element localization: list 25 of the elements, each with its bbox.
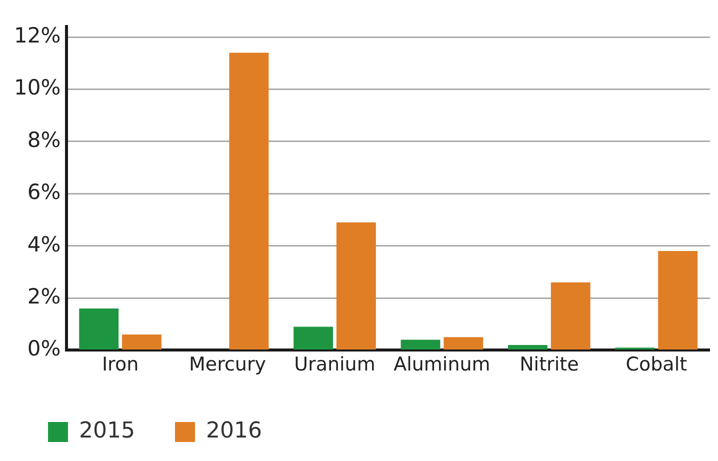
- legend-label: 2016: [206, 418, 262, 444]
- bar: [294, 326, 334, 350]
- bar: [229, 52, 269, 350]
- y-tick-label: 12%: [14, 23, 61, 48]
- y-tick-label: 8%: [27, 128, 61, 152]
- x-tick-label: Nitrite: [520, 354, 579, 376]
- bar: [122, 334, 162, 350]
- bar: [336, 222, 376, 350]
- x-tick-label: Iron: [102, 354, 139, 376]
- bar: [79, 308, 119, 350]
- y-tick-label: 4%: [27, 232, 61, 256]
- x-tick-label: Aluminum: [394, 354, 490, 376]
- bar: [550, 282, 590, 350]
- bar: [508, 344, 548, 350]
- bar: [444, 337, 484, 350]
- legend-label: 2015: [79, 418, 135, 444]
- y-tick-label: 0%: [27, 336, 61, 361]
- bar: [658, 251, 698, 350]
- x-tick-label: Mercury: [188, 354, 266, 376]
- x-tick-label: Cobalt: [626, 354, 688, 376]
- x-tick-label: Uranium: [294, 354, 376, 376]
- y-tick-label: 6%: [27, 180, 61, 204]
- bar: [400, 340, 440, 350]
- y-tick-label: 2%: [27, 284, 61, 308]
- y-tick-label: 10%: [14, 76, 61, 100]
